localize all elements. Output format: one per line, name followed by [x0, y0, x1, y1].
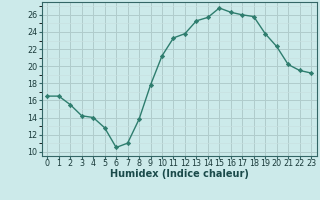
X-axis label: Humidex (Indice chaleur): Humidex (Indice chaleur): [110, 169, 249, 179]
